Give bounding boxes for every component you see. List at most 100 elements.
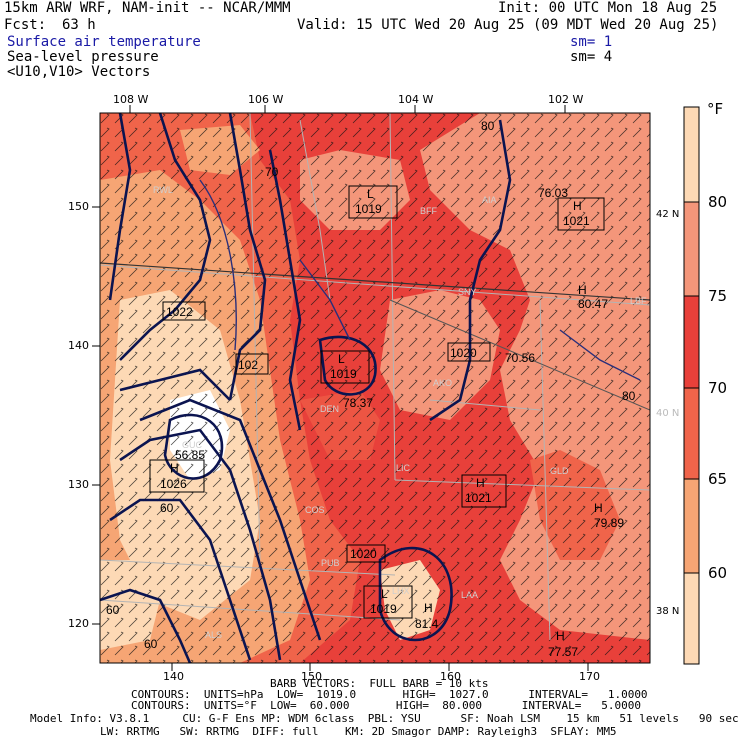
contour-info-hpa: CONTOURS: UNITS=hPa LOW= 1019.0 HIGH= 10…	[131, 688, 648, 701]
pressure-box	[348, 185, 398, 219]
barb-info: BARB VECTORS: FULL BARB = 10 kts	[270, 677, 489, 690]
init-time: Init: 00 UTC Mon 18 Aug 25	[498, 0, 718, 16]
x-tick-label: 160	[440, 670, 461, 683]
svg-text:SNY: SNY	[458, 287, 477, 297]
lon-label: 104 W	[398, 93, 434, 106]
svg-text:GLD: GLD	[550, 466, 569, 476]
pressure-box	[162, 301, 206, 321]
pressure-box	[557, 197, 605, 231]
svg-text:DEN: DEN	[320, 404, 339, 414]
temp-label: 76.03	[538, 186, 568, 200]
high-label: H	[573, 199, 582, 213]
colorbar-label: 65	[708, 470, 728, 488]
model-title: 15km ARW WRF, NAM-init -- NCAR/MMM	[4, 0, 291, 16]
svg-text:LHX: LHX	[392, 586, 410, 596]
svg-text:RWL: RWL	[153, 185, 173, 195]
lon-label: 102 W	[548, 93, 584, 106]
pressure-label: 102	[238, 358, 258, 372]
y-tick-label: 120	[68, 617, 89, 630]
field-slp: Sea-level pressure	[7, 49, 159, 65]
pressure-label: 1019	[330, 367, 357, 381]
pressure-label: 1021	[465, 491, 492, 505]
temp-label: 77.57	[548, 645, 578, 659]
high-label: H	[578, 283, 587, 297]
contour-info-temp: CONTOURS: UNITS=°F LOW= 60.000 HIGH= 80.…	[131, 699, 641, 712]
svg-text:LAA: LAA	[461, 590, 478, 600]
svg-text:PUB: PUB	[321, 558, 340, 568]
pressure-box	[149, 459, 205, 493]
pressure-box	[320, 350, 370, 384]
temp-label: 80	[622, 389, 636, 403]
pressure-label: 1019	[370, 602, 397, 616]
temp-label: 60	[160, 501, 174, 515]
temp-label: 70	[265, 165, 279, 179]
pressure-box	[346, 544, 386, 563]
pressure-box	[235, 353, 269, 375]
high-label: H	[170, 461, 179, 475]
colorbar-label: 70	[708, 379, 728, 397]
high-label: H	[556, 629, 565, 643]
temp-label: 81.4	[415, 617, 439, 631]
temp-label: 60	[144, 637, 158, 651]
field-vectors: <U10,V10> Vectors	[7, 64, 151, 80]
model-info-2: LW: RRTMG SW: RRTMG DIFF: full KM: 2D Sm…	[100, 725, 617, 738]
pressure-label: 1020	[350, 547, 377, 561]
x-tick-label: 170	[579, 670, 600, 683]
x-tick-label: 140	[163, 670, 184, 683]
lat-label: 38 N	[656, 606, 680, 617]
pressure-box	[363, 585, 413, 619]
temp-label: 60	[106, 603, 120, 617]
field-slp-sm: sm= 4	[570, 49, 613, 65]
temp-label: 56.85	[175, 448, 205, 462]
forecast-label: Fcst:	[4, 17, 47, 33]
pressure-label: 1022	[166, 305, 193, 319]
temp-label: 80.47	[578, 297, 608, 311]
lon-label: 108 W	[113, 93, 149, 106]
model-info: Model Info: V3.8.1 CU: G-F Ens MP: WDM 6…	[30, 712, 739, 725]
plot-frame	[99, 112, 651, 664]
high-label: H	[476, 476, 485, 490]
temp-label: 79.89	[594, 516, 624, 530]
pressure-label: 1020	[450, 346, 477, 360]
pressure-box	[447, 342, 491, 362]
y-tick-label: 140	[68, 339, 89, 352]
temp-label: 70.56	[505, 351, 535, 365]
temp-label: 80	[481, 119, 495, 133]
svg-text:GUC: GUC	[182, 440, 203, 450]
pressure-label: 1021	[563, 214, 590, 228]
forecast-hours: 63 h	[62, 17, 96, 33]
lat-label: 40 N	[656, 408, 680, 419]
high-label: H	[424, 601, 433, 615]
colorbar-label: 75	[708, 287, 728, 305]
svg-text:AIA: AIA	[482, 195, 497, 205]
svg-text:COS: COS	[305, 505, 325, 515]
low-label: L	[338, 352, 345, 366]
svg-text:AKO: AKO	[433, 378, 452, 388]
colorbar-unit: °F	[707, 100, 724, 118]
low-label: L	[367, 187, 374, 201]
y-tick-label: 150	[68, 200, 89, 213]
field-surface-temp: Surface air temperature	[7, 34, 201, 50]
colorbar	[683, 106, 700, 665]
svg-text:LIC: LIC	[396, 463, 411, 473]
colorbar-label: 80	[708, 193, 728, 211]
pressure-label: 1026	[160, 477, 187, 491]
temp-label: 78.37	[343, 396, 373, 410]
low-label: L	[381, 587, 388, 601]
map-annotations: L 1019 H 1021 76.03 1022 102 L 1019 1020…	[106, 119, 647, 659]
high-label: H	[594, 501, 603, 515]
valid-time: Valid: 15 UTC Wed 20 Aug 25 (09 MDT Wed …	[297, 17, 719, 33]
lat-label: 42 N	[656, 209, 680, 220]
pressure-label: 1019	[355, 202, 382, 216]
svg-text:LBF: LBF	[630, 296, 647, 306]
x-tick-label: 150	[301, 670, 322, 683]
svg-text:BFF: BFF	[420, 206, 438, 216]
temperature-field	[100, 113, 650, 663]
svg-text:ALS: ALS	[205, 630, 222, 640]
pressure-box	[461, 474, 507, 508]
y-tick-label: 130	[68, 478, 89, 491]
colorbar-label: 60	[708, 564, 728, 582]
field-surface-temp-sm: sm= 1	[570, 34, 613, 50]
lon-label: 106 W	[248, 93, 284, 106]
